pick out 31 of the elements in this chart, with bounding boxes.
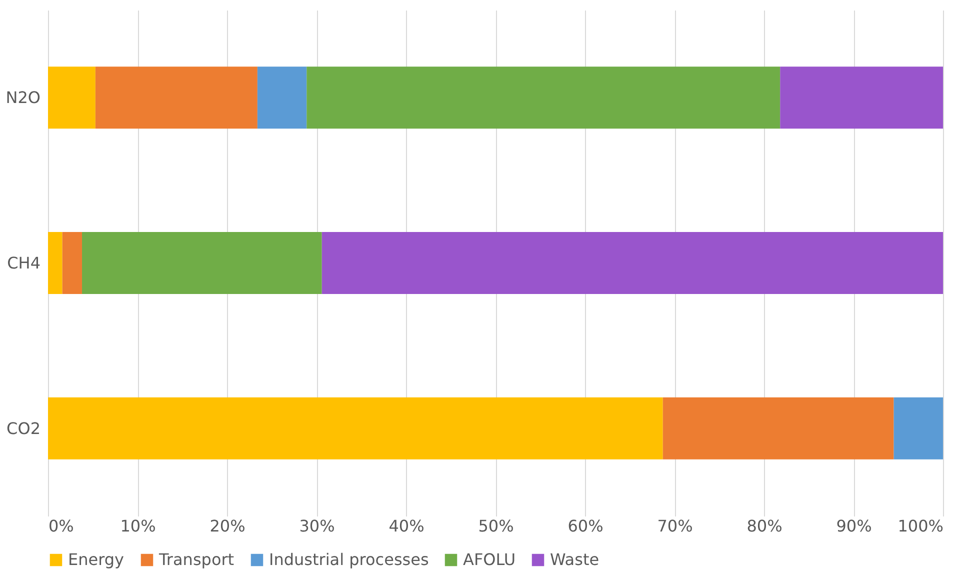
x-tick-label: 40% (388, 516, 424, 536)
bar (780, 66, 943, 129)
x-tick-label: 70% (657, 516, 693, 536)
legend-label: AFOLU (463, 550, 516, 569)
bar (48, 397, 663, 460)
bar (95, 66, 258, 129)
bar (306, 66, 780, 129)
bar (48, 232, 62, 294)
y-tick-label: N2O (6, 88, 40, 108)
x-tick-label: 20% (210, 516, 246, 536)
bar (662, 397, 894, 460)
x-tick-label: 80% (746, 516, 782, 536)
bar (257, 66, 307, 129)
legend-label: Transport (158, 550, 234, 569)
x-tick-label: 10% (120, 516, 156, 536)
x-tick-label: 50% (478, 516, 514, 536)
bar (322, 232, 943, 294)
legend-label: Energy (68, 550, 124, 569)
x-tick-label: 60% (568, 516, 604, 536)
bar (894, 397, 943, 460)
bar (48, 66, 96, 129)
y-tick-label: CH4 (7, 254, 40, 272)
bar (62, 232, 82, 294)
x-tick-label: 30% (299, 516, 335, 536)
legend-label: Waste (550, 550, 600, 569)
y-tick-label: CO2 (6, 418, 40, 438)
x-tick-label: 100% (898, 516, 944, 536)
legend-label: Industrial processes (269, 550, 429, 569)
x-tick-label: 90% (836, 516, 872, 536)
bar (82, 232, 322, 294)
x-tick-label: 0% (48, 516, 74, 536)
